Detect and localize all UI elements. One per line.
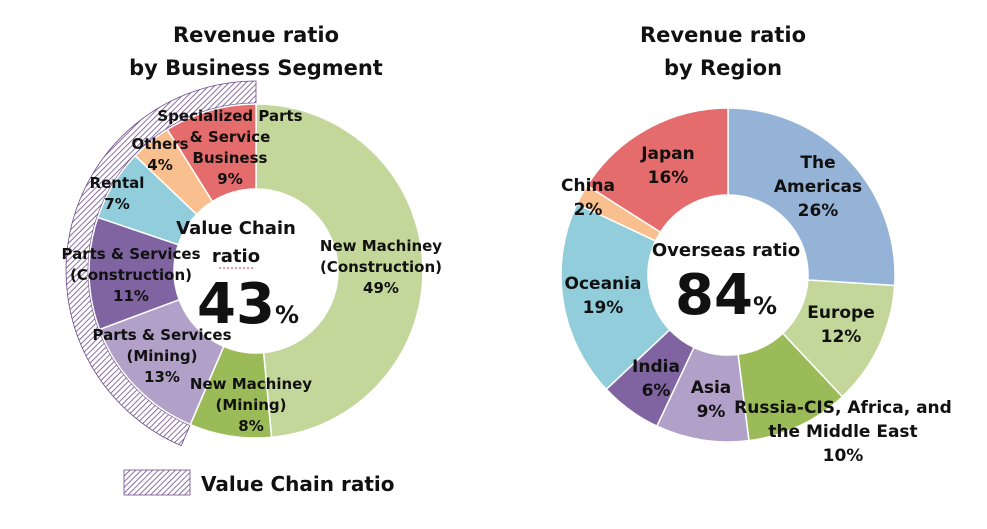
region-slice-the-americas	[727, 107, 896, 287]
segment-label-line: & Service	[190, 128, 271, 146]
region-label-europe: Europe 12%	[807, 303, 874, 347]
segment-label-line: 7%	[104, 195, 129, 213]
region-label-line: 26%	[798, 201, 839, 221]
segment-label-parts-services-construction: Parts & Services (Construction) 11%	[61, 245, 200, 305]
region-label-line: India	[632, 357, 680, 377]
region-label-the-americas: The Americas 26%	[774, 153, 862, 221]
segment-label-line: Parts & Services	[92, 326, 231, 344]
region-label-line: 16%	[648, 168, 689, 188]
segment-chart-title-line-2: by Business Segment	[129, 56, 383, 80]
region-label-line: 2%	[574, 200, 603, 220]
value-chain-number: 43	[197, 272, 275, 337]
segment-label-line: New Machiney	[320, 237, 442, 255]
region-label-japan: Japan 16%	[640, 144, 695, 188]
segment-label-line: (Construction)	[320, 258, 442, 276]
region-label-asia: Asia 9%	[691, 378, 732, 422]
segment-slice-new-machiney-construction	[255, 103, 424, 439]
value-chain-unit: %	[275, 301, 299, 329]
segment-label-line: 13%	[144, 368, 180, 386]
region-label-line: Asia	[691, 378, 732, 398]
segment-slice-specialized-parts-service-business	[166, 103, 257, 203]
value-chain-arc	[65, 80, 257, 447]
legend-label-value-chain: Value Chain ratio	[201, 472, 395, 496]
segment-label-others: Others 4%	[131, 135, 188, 174]
region-label-oceania: Oceania 19%	[565, 274, 642, 318]
segment-label-parts-services-mining: Parts & Services (Mining) 13%	[92, 326, 231, 386]
segment-label-line: New Machiney	[190, 375, 312, 393]
segment-donut	[88, 103, 424, 439]
region-label-line: The	[800, 153, 835, 173]
region-label-line: the Middle East	[768, 422, 917, 442]
segment-label-new-machiney-mining: New Machiney (Mining) 8%	[190, 375, 312, 435]
region-label-line: China	[561, 176, 615, 196]
segment-label-specialized-parts-service-business: Specialized Parts & Service Business 9%	[157, 107, 302, 188]
region-label-line: 19%	[583, 298, 624, 318]
value-chain-center-value: 43%	[197, 272, 299, 337]
segment-label-line: (Mining)	[126, 347, 197, 365]
overseas-unit: %	[753, 292, 777, 320]
segment-label-line: 11%	[113, 287, 149, 305]
overseas-center-value: 84%	[675, 263, 777, 328]
value-chain-center-label-line-2: ratio	[212, 246, 260, 267]
region-label-line: 9%	[697, 402, 726, 422]
region-label-line: 6%	[642, 381, 671, 401]
segment-labels: New Machiney (Construction) 49%New Machine…	[61, 107, 442, 435]
segment-label-line: Specialized Parts	[157, 107, 302, 125]
region-label-line: Americas	[774, 177, 862, 197]
segment-label-line: Others	[131, 135, 188, 153]
segment-label-line: 9%	[217, 170, 242, 188]
value-chain-center-label-line-1: Value Chain	[176, 218, 296, 239]
segment-label-rental: Rental 7%	[90, 174, 145, 213]
segment-label-line: Rental	[90, 174, 145, 192]
overseas-number: 84	[675, 263, 753, 328]
region-donut	[560, 107, 896, 443]
segment-label-line: (Mining)	[215, 396, 286, 414]
region-label-china: China 2%	[561, 176, 615, 220]
region-label-line: Japan	[640, 144, 695, 164]
region-label-india: India 6%	[632, 357, 680, 401]
segment-label-new-machiney-construction: New Machiney (Construction) 49%	[320, 237, 442, 297]
segment-label-line: 8%	[238, 417, 263, 435]
segment-label-line: (Construction)	[70, 266, 192, 284]
segment-label-line: 4%	[147, 156, 172, 174]
segment-chart-title-line-1: Revenue ratio	[173, 23, 339, 47]
region-label-line: Russia-CIS, Africa, and	[734, 398, 952, 418]
region-label-line: Europe	[807, 303, 874, 323]
segment-label-line: Business	[193, 149, 268, 167]
region-chart-title-line-2: by Region	[664, 56, 782, 80]
overseas-center-label: Overseas ratio	[652, 240, 800, 261]
region-slice-oceania	[560, 202, 671, 391]
region-chart-title-line-1: Revenue ratio	[640, 23, 806, 47]
segment-label-line: Parts & Services	[61, 245, 200, 263]
region-label-russia-cis-africa-and-the-middle-east: Russia-CIS, Africa, and the Middle East 10…	[734, 398, 952, 466]
region-label-line: 10%	[823, 446, 864, 466]
region-label-line: Oceania	[565, 274, 642, 294]
region-slice-japan	[585, 107, 729, 234]
legend-swatch-value-chain	[123, 469, 191, 496]
region-labels: The Americas 26% Europe 12% Russia-CIS, Afric…	[561, 144, 952, 466]
region-label-line: 12%	[821, 327, 862, 347]
segment-label-line: 49%	[363, 279, 399, 297]
